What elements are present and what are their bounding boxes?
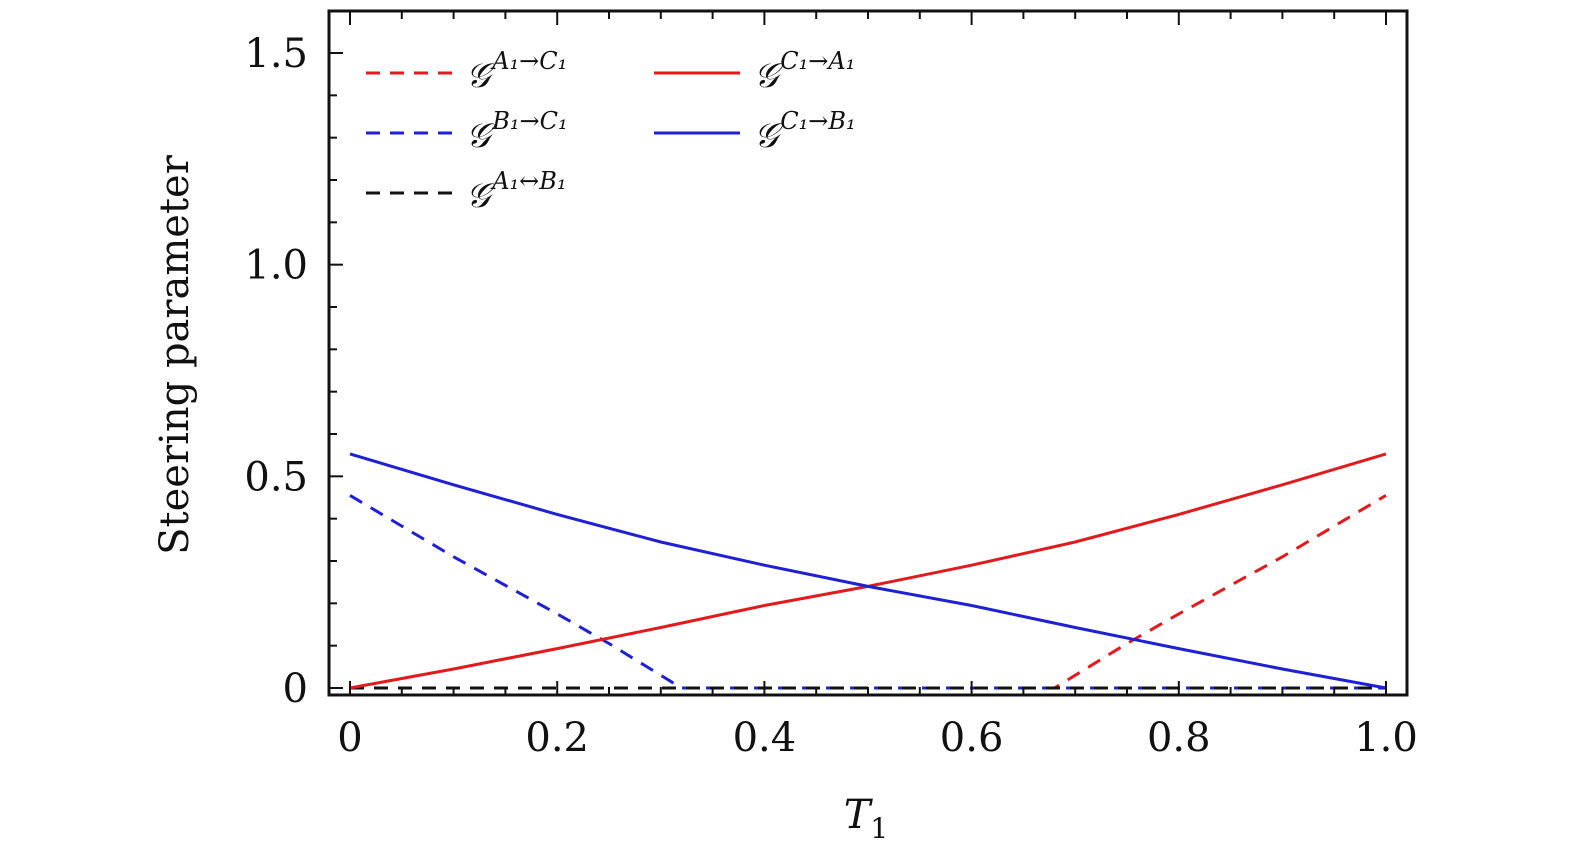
legend-item: 𝒢A₁→C₁	[366, 47, 567, 96]
legend-label: 𝒢B₁→C₁	[466, 107, 568, 156]
series-line-1	[350, 494, 1387, 690]
y-axis-title: Steering parameter	[152, 154, 198, 555]
legend-label: 𝒢A₁↔B₁	[466, 167, 567, 216]
legend: 𝒢A₁→C₁ 𝒢B₁→C₁ 𝒢A₁↔B₁ 𝒢C₁→A₁ 𝒢C₁→B₁	[366, 47, 856, 216]
legend-item: 𝒢C₁→A₁	[654, 47, 855, 96]
x-tick-label: 0.2	[525, 715, 589, 761]
plot-frame	[327, 9, 1409, 697]
y-tick-label: 0.5	[244, 454, 308, 500]
x-tick-label: 0.4	[733, 715, 797, 761]
legend-label: 𝒢C₁→B₁	[754, 107, 856, 156]
x-tick-label: 1.0	[1354, 715, 1418, 761]
series-line-5	[349, 452, 1387, 690]
series-layer	[349, 452, 1387, 690]
x-tick-label: 0.8	[1147, 715, 1211, 761]
x-tick-label: 0.6	[940, 715, 1004, 761]
y-tick-label: 1.0	[244, 243, 308, 289]
series-line-4	[349, 452, 1387, 690]
x-axis-title: T1	[844, 792, 889, 845]
ticks-layer: 0 0.2 0.4 0.6 0.8 1.0 0 0.5 1.0 1.5	[244, 11, 1418, 761]
legend-label: 𝒢C₁→A₁	[754, 47, 855, 96]
y-tick-label: 1.5	[244, 31, 308, 77]
x-tick-label: 0	[337, 715, 362, 761]
plot-border	[327, 9, 1409, 697]
legend-label: 𝒢A₁→C₁	[466, 47, 567, 96]
legend-item: 𝒢A₁↔B₁	[366, 167, 567, 216]
y-tick-label: 0	[283, 666, 308, 712]
legend-item: 𝒢C₁→B₁	[654, 107, 856, 156]
legend-item: 𝒢B₁→C₁	[366, 107, 568, 156]
